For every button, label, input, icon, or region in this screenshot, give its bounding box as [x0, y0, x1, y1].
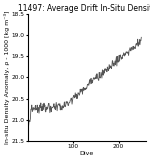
X-axis label: Dive: Dive — [80, 151, 94, 156]
Title: 11497: Average Drift In-Situ Density: 11497: Average Drift In-Situ Density — [18, 4, 150, 13]
Y-axis label: In-situ Density Anomaly, ρ - 1000 [kg m⁻³]: In-situ Density Anomaly, ρ - 1000 [kg m⁻… — [4, 11, 10, 144]
